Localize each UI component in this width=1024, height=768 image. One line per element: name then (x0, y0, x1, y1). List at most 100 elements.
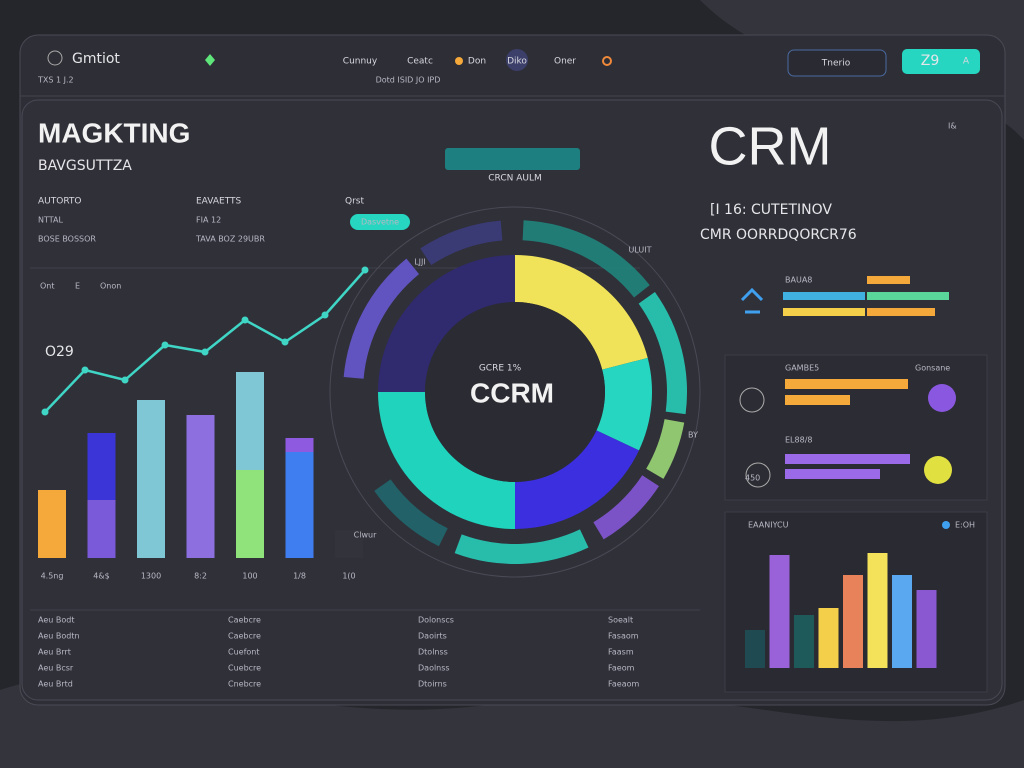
icon (602, 56, 612, 66)
hbar (785, 379, 908, 389)
subtitle: TXS 1 J.2 (37, 76, 74, 85)
panel-label: Gonsane (915, 364, 950, 373)
table-cell: Faeaom (608, 680, 639, 689)
table-cell: Cnebcre (228, 680, 261, 689)
table-cell: Daolnss (418, 664, 450, 673)
legend-dot (942, 521, 950, 529)
bar (285, 452, 314, 558)
hbar (785, 395, 850, 405)
table-cell: Cuebcre (228, 664, 261, 673)
bar (137, 400, 165, 558)
button[interactable] (902, 49, 980, 74)
icon (745, 462, 771, 488)
icon (928, 384, 956, 412)
table-cell: Dtolnss (418, 648, 448, 657)
panel-label: EL88/8 (785, 436, 812, 445)
bar (87, 500, 116, 558)
search-text: Tnerio (821, 59, 851, 69)
mini-bar (867, 276, 910, 284)
ring-arc (454, 529, 589, 564)
donut-title: CRCN AULM (488, 174, 542, 184)
logo (47, 50, 63, 66)
bar (745, 630, 765, 668)
nav-item: Oner (554, 57, 576, 67)
ring-label: ULUIT (628, 246, 651, 255)
line-point (361, 266, 369, 274)
x-label: 8:2 (194, 572, 207, 581)
ring-arc (522, 220, 650, 298)
line: [I 16: CUTETINOV (710, 202, 832, 218)
donut-segment (378, 392, 515, 529)
donut-segment (515, 430, 639, 529)
x-label: 1300 (141, 572, 161, 581)
chart-header: E (75, 282, 80, 291)
field: EAVAETTS (196, 197, 242, 207)
donut-hole (425, 302, 605, 482)
search-box[interactable] (787, 49, 887, 77)
ring-arc (420, 220, 503, 266)
field: TAVA BOZ 29UBR (195, 235, 265, 244)
table-cell: Soealt (608, 616, 633, 625)
bar (867, 553, 888, 668)
ring (329, 206, 701, 578)
line-point (41, 408, 49, 416)
chart-header: Ont (40, 282, 55, 291)
button-text: A (963, 57, 970, 67)
nav-item: Ceatc (407, 57, 433, 67)
bar (818, 608, 839, 668)
corner: I& (948, 122, 957, 131)
pill-text: Dasvetne (361, 218, 399, 227)
icon (455, 57, 463, 65)
field: BOSE BOSSOR (38, 235, 96, 244)
ring-label: LJJI (414, 258, 426, 267)
icon (924, 456, 952, 484)
donut-segment (515, 255, 648, 370)
bar (892, 575, 912, 668)
line-point (241, 316, 249, 324)
chart-header: Onon (100, 282, 121, 291)
line: CMR OORRDQORCR76 (700, 227, 857, 243)
icon (739, 387, 765, 413)
x-label: 4.5ng (41, 572, 64, 581)
hbar (785, 454, 910, 464)
hbar (785, 469, 880, 479)
ring-arc (343, 258, 420, 379)
line-point (321, 311, 329, 319)
field: AUTORTO (38, 197, 82, 207)
panel-label: 450 (745, 474, 760, 483)
bar (87, 433, 116, 500)
donut-center: CCRM (470, 377, 554, 408)
panel-label: GAMBE5 (785, 364, 819, 373)
table-cell: Faasm (608, 648, 634, 657)
chart-title: EAANIYCU (748, 521, 789, 530)
donut-label: GCRE 1% (479, 364, 522, 374)
bar (794, 615, 814, 668)
bar (38, 490, 66, 558)
ring-arc (638, 291, 687, 415)
button-text: Z9 (921, 53, 940, 69)
ring-arc (374, 479, 448, 547)
icon (740, 287, 764, 314)
mini-bar (783, 292, 865, 300)
avatar[interactable] (506, 49, 528, 71)
table-cell: Aeu Bodt (38, 616, 74, 625)
subtitle: BAVGSUTTZA (38, 158, 132, 174)
brand: Gmtiot (72, 51, 120, 67)
ring-arc (646, 419, 685, 479)
bar (186, 415, 215, 558)
mini-bar (867, 308, 935, 316)
bar (285, 438, 314, 452)
tag: Qrst (345, 197, 364, 207)
table-cell: Aeu Brtd (38, 680, 73, 689)
mini-bar (867, 292, 949, 300)
table-cell: Cuefont (228, 648, 260, 657)
bar (335, 530, 363, 558)
line-point (121, 376, 129, 384)
field: FIA 12 (196, 216, 221, 225)
table-cell: Dtoirns (418, 680, 447, 689)
x-label: 100 (242, 572, 257, 581)
table-cell: Fasaom (608, 632, 639, 641)
icon (205, 54, 215, 66)
mini-title: BAUA8 (785, 276, 812, 285)
